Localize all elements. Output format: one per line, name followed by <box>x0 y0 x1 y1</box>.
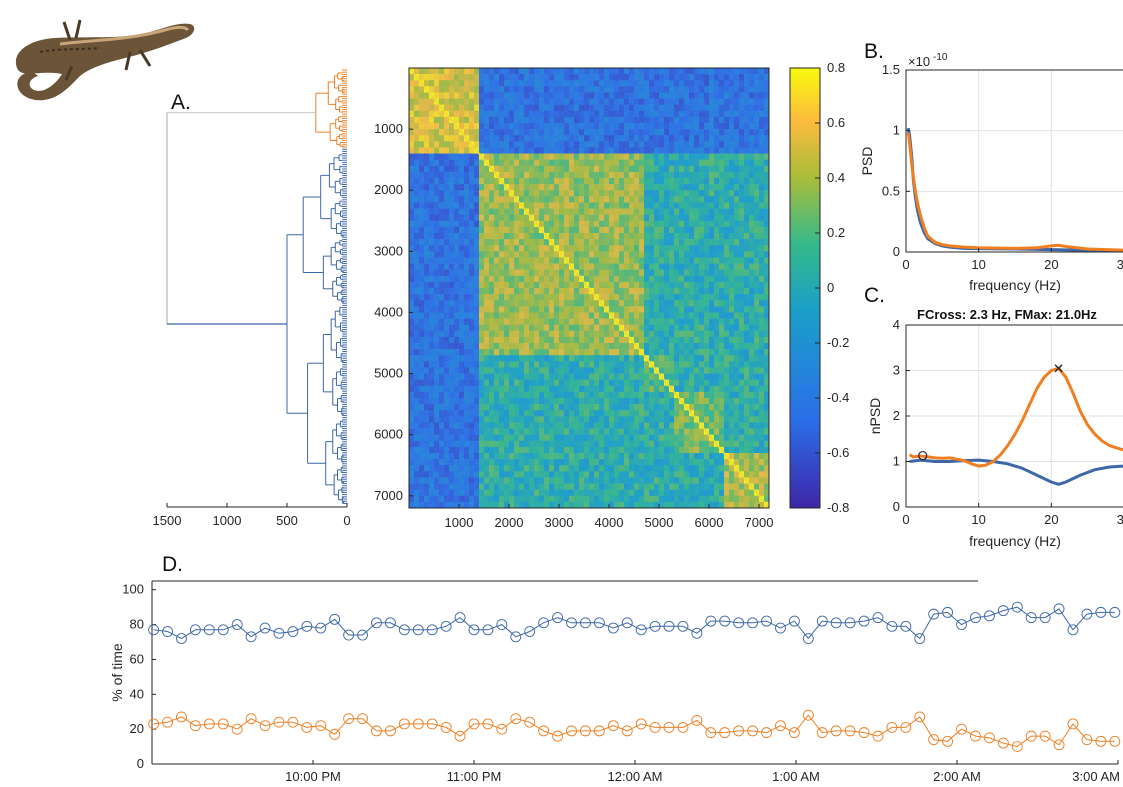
dendrogram-tick-label: 1500 <box>153 513 182 528</box>
correlation-heatmap: 1000 2000 3000 4000 5000 6000 7000100020003000… <box>374 67 773 530</box>
dendrogram-tick-label: 0 <box>343 513 350 528</box>
dendrogram-chart: 1500 1000 500 0 <box>153 69 351 528</box>
lizard-illustration <box>15 19 195 101</box>
dendrogram-tick-label: 500 <box>276 513 298 528</box>
panel-label-a: A. <box>171 91 191 114</box>
dendrogram-tick-label: 1000 <box>213 513 242 528</box>
panel-label-d: D. <box>162 553 183 576</box>
panel-label-b: B. <box>864 40 884 63</box>
panel-label-c: C. <box>864 284 885 307</box>
